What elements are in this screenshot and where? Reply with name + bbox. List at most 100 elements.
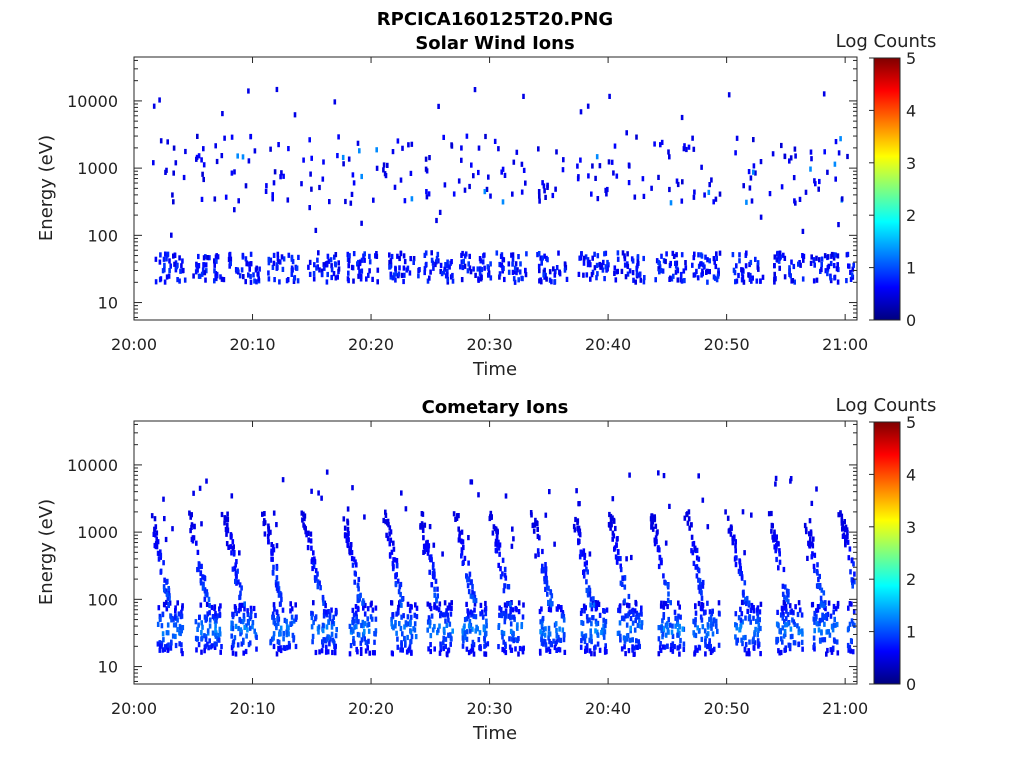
spectrogram-pixel [405, 267, 408, 273]
spectrogram-pixel [634, 644, 638, 650]
spectrogram-pixel [219, 274, 222, 280]
spectrogram-pixel [335, 627, 338, 633]
spectrogram-pixel [563, 649, 567, 655]
spectrogram-pixel [180, 628, 183, 634]
spectrogram-pixel [218, 631, 222, 637]
spectrogram-pixel [711, 631, 715, 637]
spectrogram-pixel [322, 613, 326, 619]
spectrogram-pixel [499, 607, 503, 613]
spectrogram-pixel [192, 273, 195, 279]
spectrogram-pixel [244, 183, 248, 189]
spectrogram-pixel [501, 646, 504, 653]
spectrogram-pixel [238, 273, 242, 279]
spectrogram-pixel [449, 611, 453, 617]
spectrogram-pixel [759, 278, 762, 284]
spectrogram-pixel [701, 497, 705, 503]
spectrogram-pixel [778, 255, 782, 261]
spectrogram-pixel [182, 174, 186, 181]
spectrogram-pixel [836, 600, 840, 607]
spectrogram-pixel [669, 260, 672, 267]
spectrogram-pixel [352, 639, 355, 645]
spectrogram-pixel [818, 621, 821, 627]
spectrogram-pixel [203, 648, 206, 654]
spectrogram-pixel [785, 608, 788, 614]
spectrogram-pixel [757, 622, 761, 628]
spectrogram-pixel [583, 561, 587, 567]
spectrogram-pixel [623, 256, 627, 262]
spectrogram-pixel [431, 564, 435, 570]
spectrogram-pixel [444, 636, 448, 642]
spectrogram-pixel [848, 644, 852, 651]
spectrogram-pixel [214, 622, 217, 628]
spectrogram-pixel [666, 643, 669, 649]
spectrogram-pixel [628, 609, 632, 615]
spectrogram-pixel [213, 278, 216, 284]
spectrogram-pixel [365, 276, 368, 282]
spectrogram-pixel [576, 525, 579, 531]
spectrogram-pixel [520, 189, 524, 195]
spectrogram-pixel [337, 134, 340, 140]
spectrogram-pixel [614, 277, 618, 283]
spectrogram-pixel [752, 608, 756, 614]
spectrogram-pixel [450, 259, 453, 265]
spectrogram-pixel [562, 637, 566, 643]
spectrogram-pixel [780, 605, 784, 611]
spectrogram-pixel [229, 544, 232, 550]
spectrogram-pixel [820, 256, 824, 262]
spectrogram-pixel [359, 646, 363, 653]
spectrogram-pixel [393, 184, 397, 190]
spectrogram-pixel [174, 622, 178, 628]
spectrogram-pixel [625, 636, 628, 642]
spectrogram-pixel [197, 273, 201, 279]
spectrogram-pixel [783, 618, 786, 625]
spectrogram-pixel [681, 179, 684, 185]
spectrogram-pixel [474, 272, 477, 278]
spectrogram-pixel [741, 267, 744, 273]
spectrogram-pixel [359, 276, 363, 282]
spectrogram-pixel [518, 645, 522, 652]
spectrogram-pixel [269, 146, 272, 152]
spectrogram-pixel [158, 616, 162, 622]
spectrogram-pixel [425, 544, 428, 550]
spectrogram-pixel [757, 266, 760, 272]
spectrogram-pixel [213, 644, 217, 650]
spectrogram-pixel [226, 528, 229, 534]
spectrogram-pixel [635, 271, 639, 277]
spectrogram-pixel [225, 531, 228, 537]
spectrogram-pixel [628, 163, 631, 169]
spectrogram-pixel [742, 279, 746, 285]
spectrogram-pixel [683, 143, 686, 149]
spectrogram-pixel [588, 648, 592, 654]
spectrogram-pixel [612, 533, 616, 539]
spectrogram-pixel [657, 563, 661, 570]
spectrogram-pixel [552, 266, 555, 272]
spectrogram-pixel [799, 262, 802, 268]
spectrogram-pixel [631, 644, 634, 650]
spectrogram-pixel [282, 636, 285, 642]
spectrogram-pixel [636, 254, 640, 260]
spectrogram-pixel [360, 622, 363, 629]
spectrogram-pixel [611, 536, 614, 542]
spectrogram-pixel [171, 526, 174, 532]
spectrogram-pixel [273, 277, 276, 283]
spectrogram-pixel [670, 629, 674, 635]
spectrogram-pixel [348, 623, 352, 629]
spectrogram-pixel [402, 613, 405, 619]
spectrogram-pixel [467, 589, 471, 595]
spectrogram-pixel [325, 636, 329, 642]
spectrogram-pixel [174, 267, 178, 273]
spectrogram-pixel [800, 639, 804, 645]
spectrogram-pixel [428, 623, 432, 629]
spectrogram-pixel [489, 193, 492, 199]
spectrogram-pixel [205, 601, 209, 607]
spectrogram-pixel [710, 618, 713, 624]
spectrogram-pixel [611, 496, 615, 502]
spectrogram-pixel [467, 535, 470, 541]
spectrogram-pixel [465, 573, 468, 579]
spectrogram-pixel [449, 641, 452, 647]
spectrogram-pixel [203, 270, 207, 276]
spectrogram-pixel [439, 644, 443, 650]
spectrogram-pixel [204, 277, 207, 283]
spectrogram-pixel [202, 255, 206, 261]
